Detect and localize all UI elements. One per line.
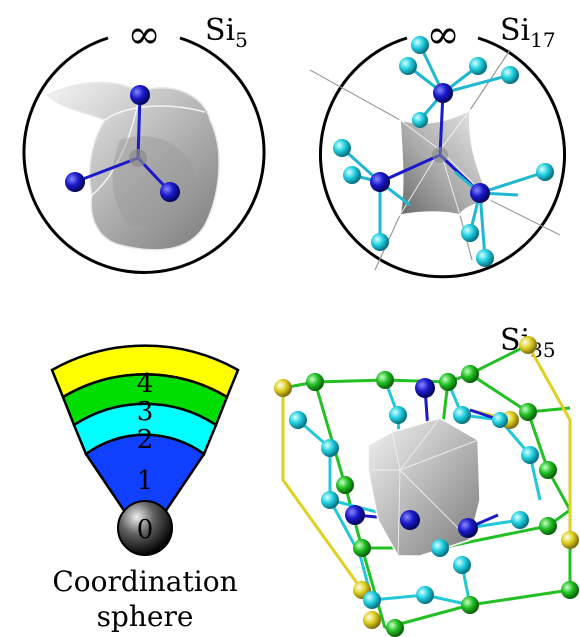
si5-label-base: Si <box>205 13 235 48</box>
legend-band-1 <box>84 433 206 514</box>
legend-caption-line2: sphere <box>97 600 194 633</box>
legend-sphere-0 <box>117 500 173 556</box>
si17-infinity-symbol: ∞ <box>426 12 459 58</box>
si17-cyan-atoms <box>333 36 554 267</box>
legend-label-1: 1 <box>137 466 154 496</box>
si35-cyan-atoms <box>289 406 539 609</box>
panel-si35: Si35 <box>274 323 579 637</box>
panel-si17: ∞ Si17 <box>309 12 566 279</box>
si5-outer-circle <box>22 36 266 274</box>
legend-label-3: 3 <box>137 397 154 427</box>
si17-outer-circle <box>319 36 566 279</box>
si17-surface-spikes <box>309 49 561 271</box>
si5-label: Si5 <box>205 13 248 52</box>
si5-surface-fold <box>91 91 206 196</box>
coordination-sphere-legend: 4 3 2 1 0 Coordination sphere <box>50 344 240 633</box>
si35-blue-atoms <box>345 378 478 538</box>
legend-label-2: 2 <box>137 425 154 455</box>
legend-caption-line1: Coordination <box>52 565 237 598</box>
si5-atom-left <box>65 172 85 192</box>
si5-infinity-symbol: ∞ <box>127 12 160 58</box>
legend-label-0: 0 <box>137 515 154 545</box>
si5-atom-right <box>160 182 180 202</box>
panel-si5: ∞ Si5 <box>22 12 266 274</box>
si5-center-atom <box>129 149 147 167</box>
si35-green-atoms <box>306 365 579 637</box>
si17-label: Si17 <box>500 13 556 52</box>
si17-label-sub: 17 <box>530 28 555 52</box>
si5-label-sub: 5 <box>235 28 248 52</box>
si17-blue-atoms <box>370 83 490 203</box>
si17-label-base: Si <box>500 13 530 48</box>
si17-center-atom <box>432 147 448 163</box>
legend-label-4: 4 <box>137 369 154 399</box>
si35-surface-facets <box>368 417 479 557</box>
si5-atom-top <box>130 85 150 105</box>
